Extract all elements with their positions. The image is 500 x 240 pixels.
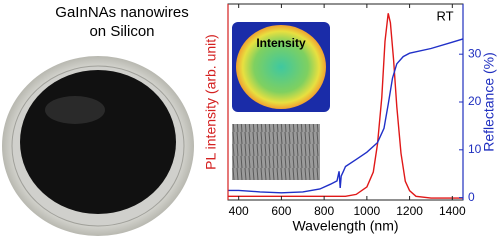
line-series (228, 38, 464, 194)
x-tick-label: 400 (229, 204, 249, 218)
x-tick-label: 1200 (396, 204, 423, 218)
x-tick-label: 1400 (439, 204, 466, 218)
y2-axis-label: Reflectance (%) (481, 52, 497, 152)
wafer-photo (2, 56, 194, 236)
x-tick-label: 1000 (354, 204, 381, 218)
y2-tick-label: 20 (468, 94, 482, 108)
photo-caption: on Silicon (89, 23, 154, 40)
annotation: RT (436, 8, 453, 23)
sem-inset (232, 124, 320, 180)
pl-map-inset (232, 22, 330, 112)
x-axis-label: Wavelength (nm) (292, 218, 398, 234)
x-tick-label: 600 (271, 204, 291, 218)
y2-tick-label: 30 (468, 46, 482, 60)
y2-tick-label: 0 (468, 190, 475, 204)
y-axis-label: PL intensity (arb. unit) (203, 34, 219, 170)
photo-caption: GaInNAs nanowires (55, 4, 188, 21)
y2-tick-label: 10 (468, 142, 482, 156)
line-series (228, 13, 463, 199)
x-tick-label: 800 (314, 204, 334, 218)
inset-label: Intensity (256, 36, 306, 50)
